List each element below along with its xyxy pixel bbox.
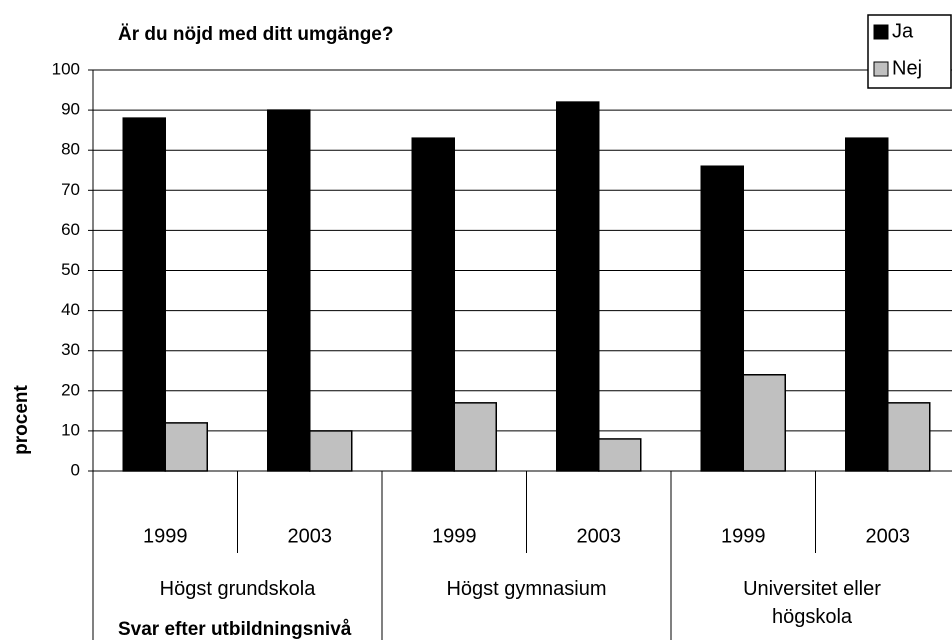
category-group-label: Högst grundskola (159, 578, 316, 600)
y-tick-label: 60 (61, 220, 80, 239)
category-group-label: Högst gymnasium (446, 578, 607, 600)
y-tick-label: 100 (52, 59, 80, 78)
bar (598, 438, 642, 472)
y-tick-label: 40 (61, 300, 80, 319)
chart-title: Är du nöjd med ditt umgänge? (118, 24, 393, 45)
x-tick-label: 2003 (866, 525, 911, 547)
bar (453, 402, 497, 472)
y-tick-label: 90 (61, 100, 80, 119)
x-tick-label: 1999 (721, 525, 766, 547)
bar (309, 430, 353, 472)
bar (700, 165, 744, 472)
x-tick-label: 2003 (577, 525, 622, 547)
x-tick-label: 1999 (143, 525, 188, 547)
bar (164, 422, 208, 472)
bar (845, 137, 889, 472)
legend-label: Nej (892, 57, 922, 79)
y-tick-label: 80 (61, 140, 80, 159)
y-tick-label: 0 (71, 460, 80, 479)
bar (887, 402, 931, 472)
x-tick-label: 2003 (288, 525, 333, 547)
legend-swatch (873, 61, 889, 77)
legend-label: Ja (892, 20, 914, 42)
y-tick-label: 10 (61, 420, 80, 439)
bar (556, 101, 600, 472)
bar (122, 117, 166, 472)
bar (742, 374, 786, 472)
category-group-label: Universitet eller högskola (743, 578, 881, 628)
legend-swatch (873, 24, 889, 40)
y-tick-label: 30 (61, 340, 80, 359)
bar (267, 109, 311, 472)
y-tick-label: 20 (61, 380, 80, 399)
y-tick-label: 50 (61, 260, 80, 279)
y-tick-label: 70 (61, 180, 80, 199)
x-axis-title: Svar efter utbildningsnivå (118, 619, 352, 640)
x-tick-label: 1999 (432, 525, 477, 547)
bar (411, 137, 455, 472)
y-axis-title: procent (11, 384, 32, 454)
